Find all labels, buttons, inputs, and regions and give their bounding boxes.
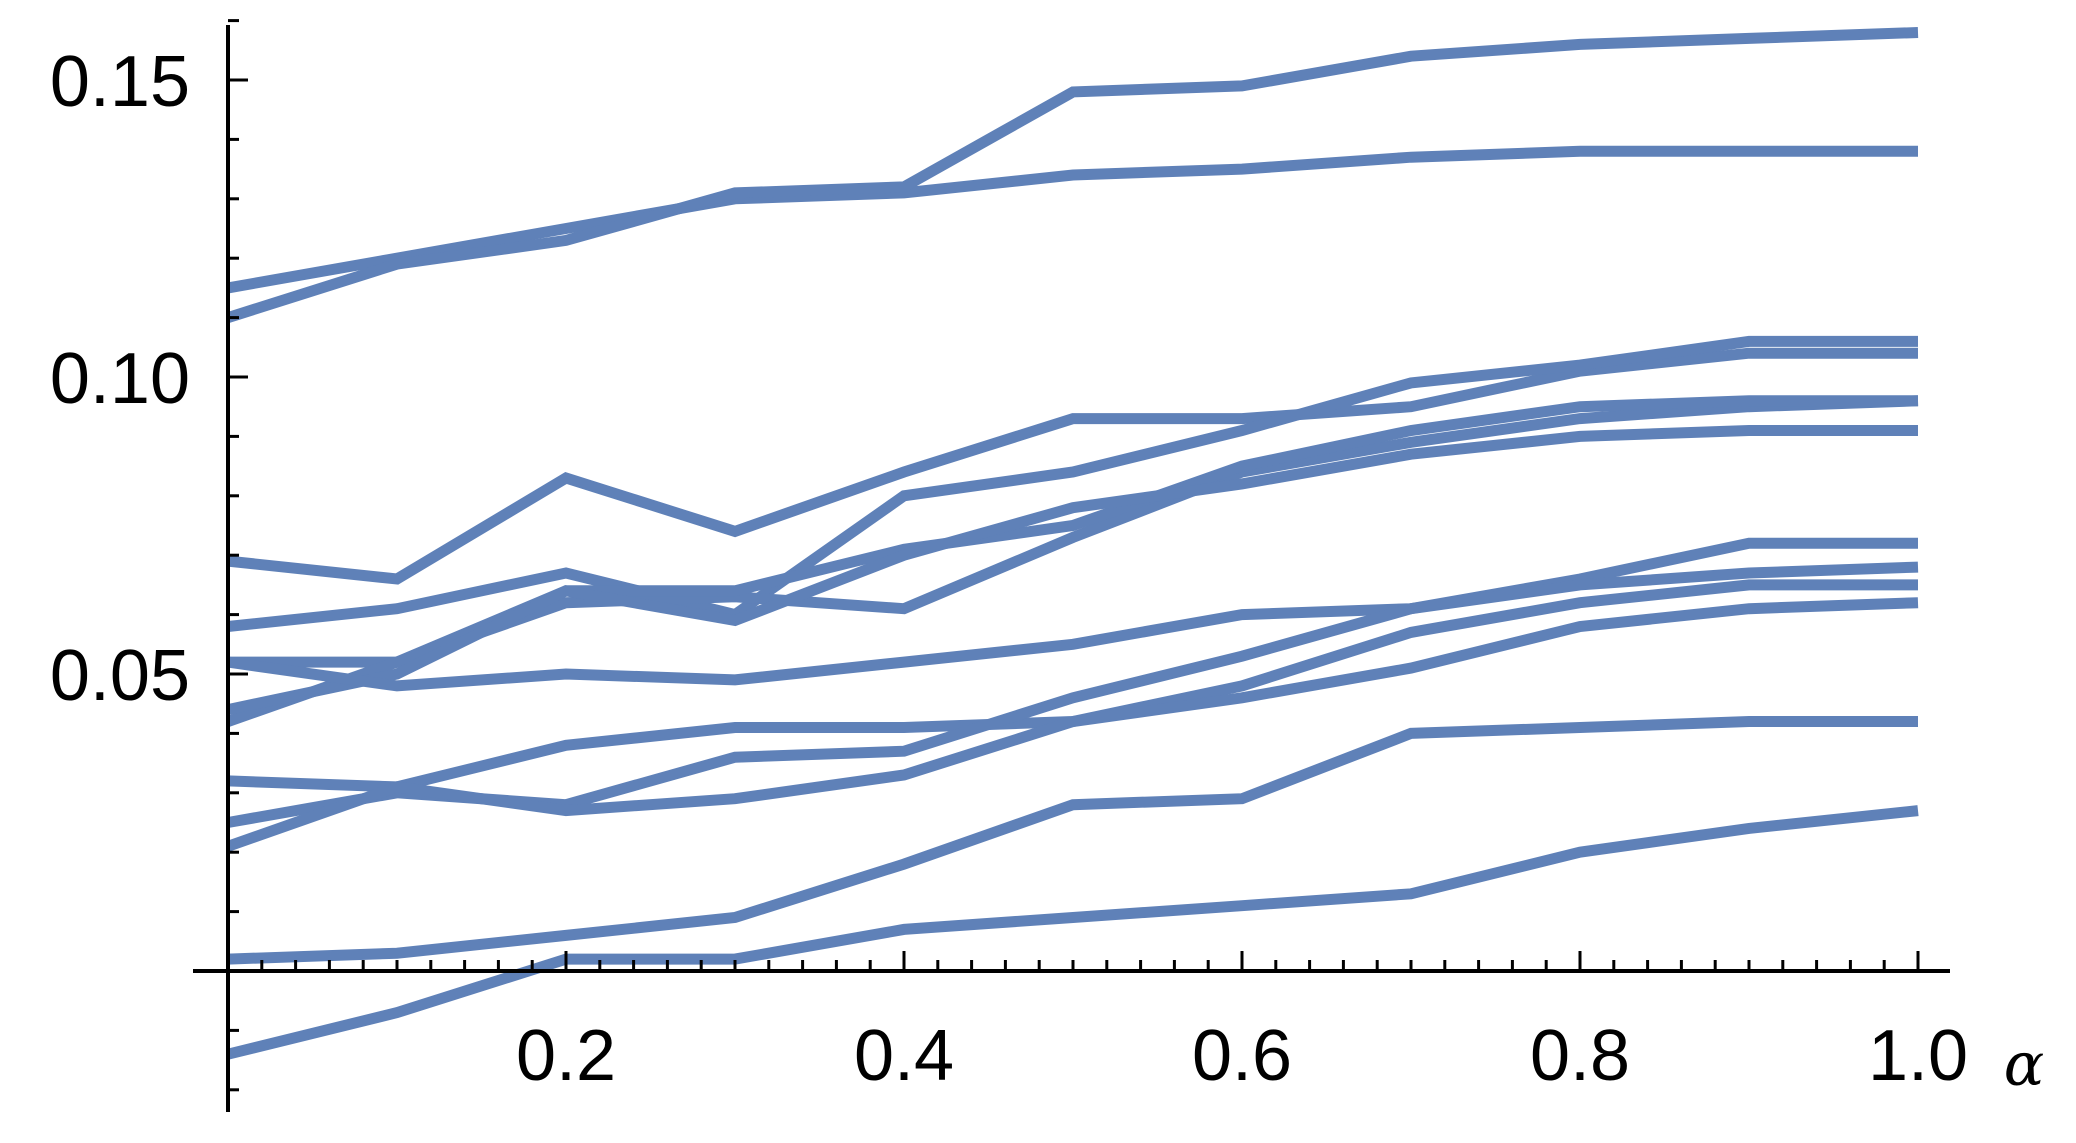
labels-layer: 0.2 0.4 0.6 0.8 1.0 0.05 0.10 0.15 — [50, 42, 1968, 1096]
series-line-1 — [227, 145, 1918, 294]
y-tick-label: 0.15 — [50, 42, 190, 122]
series-line-8 — [227, 537, 1918, 692]
series-line-4 — [227, 335, 1918, 632]
series-line-13 — [226, 805, 1919, 1060]
x-axis-label: α — [2004, 1030, 2045, 1100]
series-line-11 — [226, 597, 1919, 852]
y-tick-label: 0.05 — [50, 636, 190, 716]
x-tick-label: 0.4 — [854, 1016, 954, 1096]
series-line-7 — [226, 425, 1918, 715]
ticks-layer — [228, 19, 1920, 1092]
x-tick-label: 1.0 — [1868, 1016, 1968, 1096]
series-layer — [226, 27, 1919, 1060]
x-tick-label: 0.8 — [1530, 1016, 1630, 1096]
series-line-3 — [227, 347, 1918, 585]
x-tick-label: 0.6 — [1192, 1016, 1292, 1096]
x-tick-label: 0.2 — [516, 1016, 616, 1096]
series-line-2 — [226, 27, 1919, 323]
y-tick-label: 0.10 — [50, 339, 190, 419]
series-line-12 — [227, 716, 1918, 965]
series-line-10 — [227, 561, 1919, 828]
